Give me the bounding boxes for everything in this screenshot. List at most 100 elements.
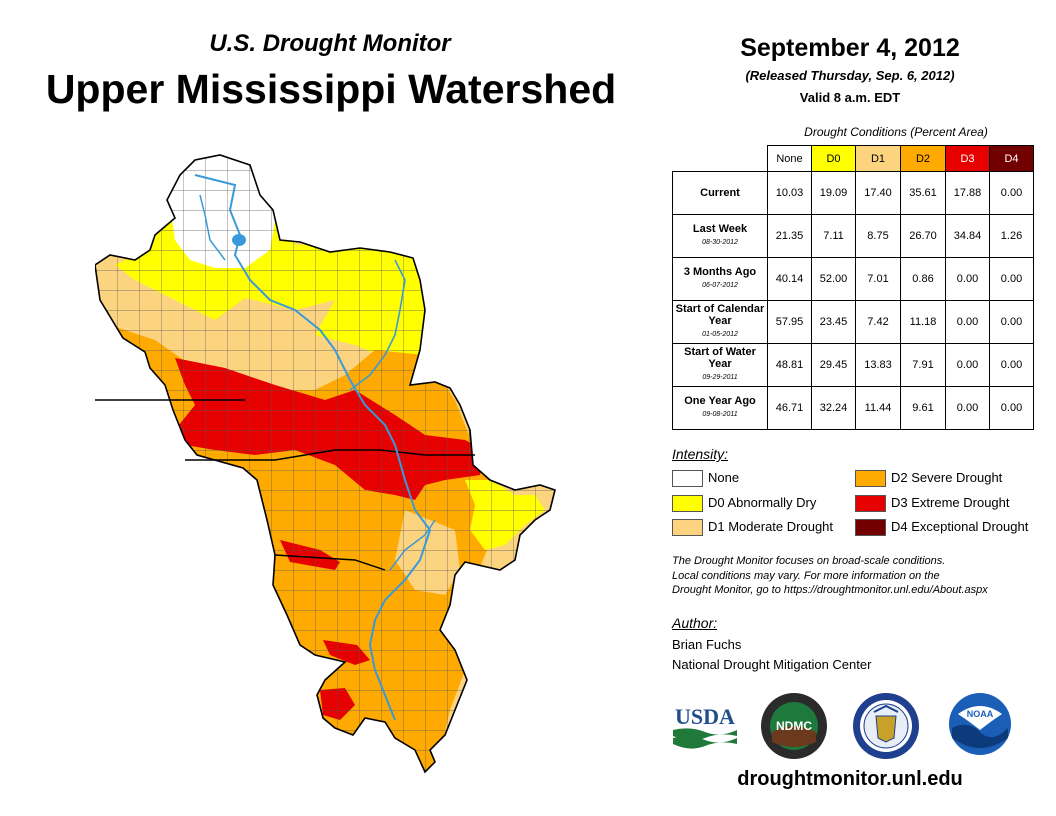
row-label-text: Start of Water Year [684,346,756,370]
table-cell: 7.01 [855,257,901,301]
table-cell: 13.83 [855,343,901,387]
row-label-text: Last Week [692,223,748,235]
legend-title: Intensity: [672,446,729,462]
row-date: 08-30-2012 [702,239,738,246]
table-cell: 34.84 [945,214,990,258]
table-cell: 48.81 [767,343,812,387]
ndmc-logo-icon: NDMC [761,693,827,759]
valid-time: Valid 8 a.m. EDT [799,90,901,105]
table-cell: 0.86 [900,257,946,301]
state-borders [95,399,475,571]
table-cell: 32.24 [811,386,856,430]
note-line: Drought Monitor, go to https://droughtmo… [672,584,988,596]
doc-seal-icon [853,693,919,759]
disclaimer-note: The Drought Monitor focuses on broad-sca… [672,554,1042,598]
row-label: Start of Calendar Year 01-05-2012 [672,300,768,344]
table-cell: 46.71 [767,386,812,430]
author-org: National Drought Mitigation Center [672,657,872,672]
table-caption: Drought Conditions (Percent Area) [804,125,988,139]
col-d2: D2 [900,145,946,172]
table-cell: 0.00 [945,386,990,430]
table-cell: 0.00 [989,171,1034,215]
table-cell: 8.75 [855,214,901,258]
note-line: The Drought Monitor focuses on broad-sca… [672,555,946,567]
author-label: Author: [672,615,718,631]
legend-swatch [855,495,886,512]
legend-label: D2 Severe Drought [891,470,1003,485]
table-cell: 0.00 [989,257,1034,301]
note-line: Local conditions may vary. For more info… [672,569,940,582]
table-cell: 11.44 [855,386,901,430]
table-row: One Year Ago 09-08-2011 46.71 32.24 11.44 9.6… [672,386,1034,430]
row-date: 09-29-2011 [702,374,738,381]
map-title: Upper Mississippi Watershed [45,66,617,112]
table-cell: 0.00 [989,300,1034,344]
table-cell: 10.03 [767,171,812,215]
row-label: Start of Water Year 09-29-2011 [672,343,768,387]
website-link[interactable]: droughtmonitor.unl.edu [737,768,963,790]
row-label: Last Week 08-30-2012 [672,214,768,258]
col-d0: D0 [811,145,856,172]
table-cell: 23.45 [811,300,856,344]
legend-swatch [672,470,703,487]
row-label-text: One Year Ago [684,395,756,407]
table-cell: 17.88 [945,171,990,215]
table-row: Start of Water Year 09-29-2011 48.81 29.45 1… [672,343,1034,387]
table-row: 3 Months Ago 06-07-2012 40.14 52.00 7.01 0.86… [672,257,1034,301]
table-cell: 7.91 [900,343,946,387]
table-cell: 1.26 [989,214,1034,258]
table-cell: 52.00 [811,257,856,301]
col-none: None [767,145,812,172]
table-cell: 26.70 [900,214,946,258]
table-cell: 0.00 [989,343,1034,387]
legend-label: D0 Abnormally Dry [708,495,817,510]
table-cell: 0.00 [945,343,990,387]
row-label-text: Start of Calendar Year [675,303,765,327]
county-lines [95,155,555,772]
row-label-text: Current [700,187,740,199]
legend-swatch [672,495,703,512]
row-date: 09-08-2011 [702,411,738,418]
table-row: Last Week 08-30-2012 21.35 7.11 8.75 26.70 34.… [672,214,1034,258]
map-date: September 4, 2012 [740,34,960,62]
legend-swatch [672,519,703,536]
map-subtitle: U.S. Drought Monitor [209,30,451,57]
col-d3: D3 [945,145,990,172]
row-label: One Year Ago 09-08-2011 [672,386,768,430]
lake [232,234,246,246]
legend-label: None [708,470,740,485]
table-cell: 9.61 [900,386,946,430]
legend-label: D4 Exceptional Drought [891,519,1029,534]
col-d4: D4 [989,145,1034,172]
table-cell: 35.61 [900,171,946,215]
st-croix-river [349,259,406,391]
table-cell: 40.14 [767,257,812,301]
svg-text:NDMC: NDMC [776,719,812,733]
illinois-river [389,519,436,571]
table-cell: 11.18 [900,300,946,344]
drought-stats-table: None D0 D1 D2 D3 D4 Current 10.03 19.09 17.… [672,145,1034,430]
svg-text:USDA: USDA [675,704,735,729]
table-cell: 0.00 [989,386,1034,430]
table-cell: 0.00 [945,257,990,301]
table-cell: 7.11 [811,214,856,258]
legend-swatch [855,470,886,487]
legend-label: D1 Moderate Drought [708,519,834,534]
table-cell: 17.40 [855,171,901,215]
table-cell: 19.09 [811,171,856,215]
table-cell: 21.35 [767,214,812,258]
table-cell: 57.95 [767,300,812,344]
minnesota-tributary [199,194,226,261]
drought-map [95,154,556,774]
legend-label: D3 Extreme Drought [891,495,1010,510]
table-row: Start of Calendar Year 01-05-2012 57.95 23.… [672,300,1034,344]
row-date: 06-07-2012 [702,282,738,289]
author-name: Brian Fuchs [672,637,742,652]
table-cell: 29.45 [811,343,856,387]
table-cell: 7.42 [855,300,901,344]
watershed-outline [95,154,556,774]
row-label: 3 Months Ago 06-07-2012 [672,257,768,301]
usda-logo-icon: USDA [673,704,737,749]
legend-swatch [855,519,886,536]
table-cell: 0.00 [945,300,990,344]
